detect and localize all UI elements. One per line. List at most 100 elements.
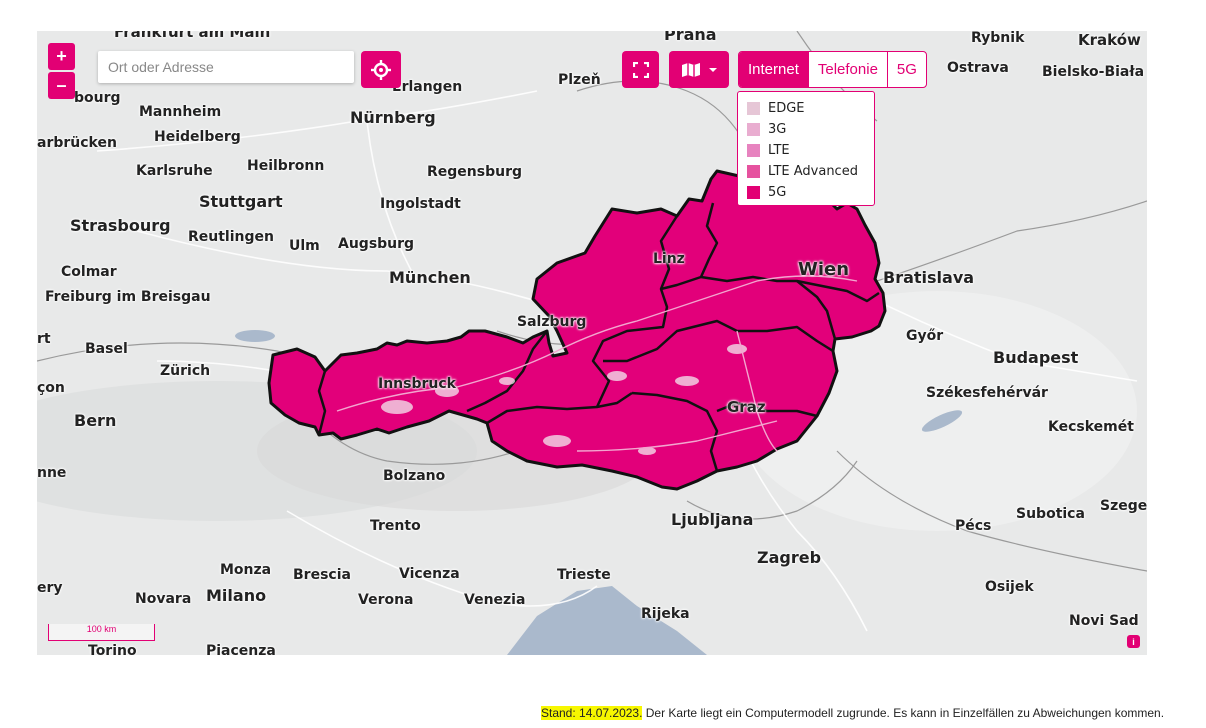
- legend-item: LTE Advanced: [747, 161, 874, 182]
- city-label: Nürnberg: [350, 108, 436, 127]
- legend-swatch: [747, 144, 760, 157]
- city-label: Praha: [664, 31, 717, 44]
- city-label: Monza: [220, 562, 272, 578]
- balaton-lake: [921, 410, 963, 432]
- city-label: Mannheim: [139, 104, 222, 120]
- city-label: Novara: [135, 591, 192, 607]
- footnote-text: Der Karte liegt ein Computermodell zugru…: [642, 706, 1165, 720]
- city-label: Erlangen: [392, 79, 463, 95]
- zoom-out-button[interactable]: –: [48, 72, 75, 99]
- city-label: Zagreb: [757, 548, 822, 567]
- city-label: Szege: [1100, 498, 1147, 514]
- city-label: Wien: [798, 259, 850, 280]
- legend-label: EDGE: [768, 101, 805, 116]
- coverage-legend: EDGE 3G LTE LTE Advanced 5G: [737, 91, 875, 206]
- legend-label: LTE Advanced: [768, 164, 858, 179]
- adriatic-sea: [507, 586, 707, 655]
- city-label: Piacenza: [206, 643, 276, 655]
- city-label: Innsbruck: [378, 376, 456, 392]
- legend-label: LTE: [768, 143, 790, 158]
- city-label: Zürich: [160, 363, 211, 379]
- city-label: Trento: [370, 518, 421, 534]
- city-label: Karlsruhe: [136, 163, 213, 179]
- legend-swatch: [747, 186, 760, 199]
- legend-item: 5G: [747, 182, 874, 203]
- info-button[interactable]: i: [1127, 635, 1140, 648]
- city-label: Novi Sad: [1069, 613, 1139, 629]
- city-label: Verona: [358, 592, 414, 608]
- city-label: arbrücken: [37, 135, 117, 151]
- zoom-in-button[interactable]: +: [48, 43, 75, 70]
- scale-bar: 100 km: [48, 624, 155, 641]
- city-label: Salzburg: [517, 314, 587, 330]
- city-label: Ingolstadt: [380, 196, 461, 212]
- legend-item: LTE: [747, 140, 874, 161]
- city-label: nne: [37, 465, 67, 481]
- chevron-down-icon: [708, 67, 717, 72]
- city-label: Vicenza: [399, 566, 460, 582]
- legend-swatch: [747, 123, 760, 136]
- city-label: Rijeka: [641, 606, 690, 622]
- state-borders: [317, 202, 880, 472]
- bodensee-lake: [235, 330, 275, 342]
- city-label: Bolzano: [383, 468, 446, 484]
- city-label: Győr: [906, 328, 944, 344]
- legend-label: 5G: [768, 185, 787, 200]
- city-label: Rybnik: [971, 31, 1025, 46]
- city-label: Ulm: [289, 238, 320, 254]
- city-label: Colmar: [61, 264, 117, 280]
- city-label: Osijek: [985, 579, 1034, 595]
- city-label: Ljubljana: [671, 510, 754, 529]
- legend-item: EDGE: [747, 98, 874, 119]
- tab-5g[interactable]: 5G: [896, 61, 917, 78]
- legend-label: 3G: [768, 122, 787, 137]
- network-type-tabs: Internet Telefonie 5G: [738, 51, 927, 88]
- map-layers-icon: [681, 62, 700, 77]
- city-label: Venezia: [464, 592, 526, 608]
- fullscreen-button[interactable]: [622, 51, 659, 88]
- city-label: Heilbronn: [247, 158, 325, 174]
- tab-internet[interactable]: Internet: [739, 52, 809, 87]
- city-label: çon: [37, 380, 65, 396]
- legend-swatch: [747, 102, 760, 115]
- city-label: Basel: [85, 341, 128, 357]
- fullscreen-icon: [632, 61, 649, 78]
- address-search-input[interactable]: [98, 51, 354, 83]
- city-label: ery: [37, 580, 63, 596]
- city-label: Augsburg: [338, 236, 415, 252]
- coverage-map[interactable]: Frankfurt am Main Praha Rybnik Kraków Pl…: [37, 31, 1147, 655]
- city-label: Milano: [206, 586, 267, 605]
- city-label: Kraków: [1078, 31, 1141, 49]
- legend-swatch: [747, 165, 760, 178]
- city-label: Ostrava: [947, 60, 1009, 76]
- city-label: Frankfurt am Main: [114, 31, 271, 41]
- city-label: Stuttgart: [199, 192, 283, 211]
- city-label: Plzeň: [558, 72, 601, 88]
- city-label: Székesfehérvár: [926, 385, 1048, 401]
- map-layers-button[interactable]: [669, 51, 729, 88]
- city-label: Regensburg: [427, 164, 523, 180]
- city-label: Trieste: [557, 567, 611, 583]
- tab-telefonie[interactable]: Telefonie: [809, 52, 888, 87]
- crosshair-icon: [371, 59, 391, 80]
- city-label: Graz: [727, 398, 766, 416]
- city-label: Linz: [653, 251, 685, 267]
- legend-item: 3G: [747, 119, 874, 140]
- city-label: München: [389, 268, 471, 287]
- footnote: Stand: 14.07.2023. Der Karte liegt ein C…: [541, 706, 1164, 720]
- map-base: [37, 31, 1147, 655]
- city-label: rt: [37, 331, 51, 347]
- city-label: Subotica: [1016, 506, 1085, 522]
- city-label: Bielsko-Biała: [1042, 64, 1145, 80]
- austria-coverage-area: [267, 169, 887, 491]
- locate-button[interactable]: [361, 51, 401, 88]
- city-label: Kecskemét: [1048, 419, 1134, 435]
- city-label: Reutlingen: [188, 229, 274, 245]
- city-label: bourg: [74, 90, 121, 106]
- city-label: Bern: [74, 411, 117, 430]
- city-label: Bratislava: [883, 268, 975, 287]
- city-label: Pécs: [955, 518, 992, 534]
- footnote-date: Stand: 14.07.2023.: [541, 706, 643, 720]
- city-label: Freiburg im Breisgau: [45, 289, 211, 305]
- city-label: Torino: [88, 643, 137, 655]
